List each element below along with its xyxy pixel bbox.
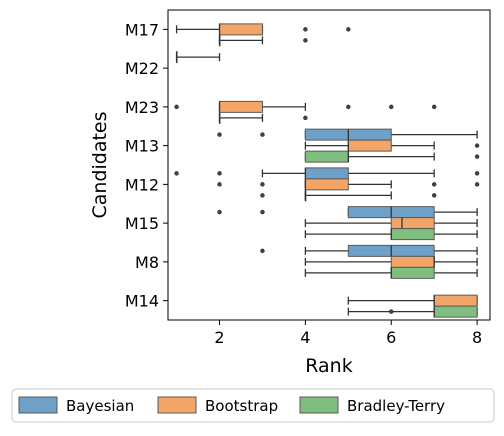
box-iqr: [390, 217, 435, 230]
x-tick-label: 4: [300, 328, 310, 347]
legend-swatch-bootstrap: [157, 396, 197, 414]
box-m17-bootstrap: [175, 23, 351, 36]
box-iqr: [304, 167, 349, 180]
box-m8-bootstrap: [304, 255, 478, 268]
box-m8-bradley-terry: [304, 266, 478, 279]
flier-point: [217, 182, 222, 187]
box-iqr: [390, 255, 435, 268]
box-m15-bradley-terry: [304, 228, 478, 241]
box-m23-bootstrap: [174, 100, 437, 113]
box-iqr: [390, 266, 435, 279]
flier-point: [260, 209, 265, 215]
y-tick-label: M23: [125, 98, 159, 117]
box-m12-bradley-terry: [260, 189, 437, 202]
legend-frame: [11, 388, 495, 423]
box-m14-bootstrap: [347, 294, 478, 307]
legend-swatch-bradley-terry: [299, 396, 339, 414]
box-m13-bradley-terry: [304, 150, 480, 163]
flier-point: [303, 115, 308, 121]
flier-point: [474, 143, 480, 148]
box-iqr: [304, 150, 349, 163]
flier-point: [303, 38, 308, 43]
flier-point: [431, 193, 437, 198]
flier-point: [431, 182, 437, 187]
x-axis-label: Rank: [305, 355, 352, 377]
x-tick-label: 8: [472, 328, 482, 347]
box-iqr: [219, 100, 263, 113]
flier-point: [217, 209, 222, 215]
legend-label-bayesian: Bayesian: [66, 397, 134, 415]
y-tick-label: M14: [125, 292, 159, 311]
legend-swatch-bayesian: [18, 396, 58, 414]
flier-point: [474, 154, 480, 159]
flier-point: [217, 171, 222, 176]
flier-point: [260, 132, 265, 137]
flier-point: [474, 182, 480, 187]
box-m23-bradley-terry: [218, 111, 308, 124]
y-tick-label: M15: [125, 214, 159, 233]
box-m15-bayesian: [217, 206, 478, 219]
flier-point: [303, 27, 308, 32]
y-axis-label: Candidates: [89, 111, 111, 218]
flier-point: [260, 193, 265, 198]
box-m12-bootstrap: [217, 178, 480, 191]
y-tick-label: M12: [125, 175, 159, 194]
legend-label-bootstrap: Bootstrap: [205, 397, 278, 415]
box-iqr: [219, 23, 263, 36]
flier-point: [431, 104, 437, 110]
x-tick-label: 2: [214, 328, 224, 347]
flier-point: [217, 132, 222, 137]
flier-point: [474, 171, 480, 176]
flier-point: [260, 182, 265, 187]
flier-point: [174, 171, 179, 176]
legend: Bayesian Bootstrap Bradley-Terry: [11, 388, 495, 423]
box-m13-bayesian: [217, 128, 478, 141]
box-m17-bradley-terry: [218, 34, 308, 47]
box-m13-bootstrap: [304, 139, 480, 152]
box-iqr: [390, 228, 435, 241]
flier-point: [346, 27, 351, 32]
plot-frame: [167, 9, 491, 321]
legend-label-bradley-terry: Bradley-Terry: [347, 397, 445, 415]
box-iqr: [304, 178, 349, 191]
y-tick-label: M13: [125, 137, 159, 156]
y-tick-label: M8: [135, 253, 159, 272]
box-m22-bayesian: [175, 51, 221, 64]
box-m15-bootstrap: [304, 217, 478, 230]
y-tick-label: M22: [125, 59, 159, 78]
box-iqr: [347, 139, 392, 152]
flier-point: [389, 309, 394, 314]
flier-point: [174, 104, 179, 110]
box-m12-bayesian: [174, 167, 480, 180]
box-iqr: [433, 305, 478, 318]
box-m14-bradley-terry: [347, 305, 478, 318]
y-tick-label: M17: [125, 20, 159, 39]
flier-point: [346, 104, 351, 110]
x-tick-label: 6: [386, 328, 396, 347]
flier-point: [260, 248, 265, 254]
box-iqr: [433, 294, 478, 307]
flier-point: [389, 104, 394, 110]
box-m8-bayesian: [260, 244, 478, 257]
